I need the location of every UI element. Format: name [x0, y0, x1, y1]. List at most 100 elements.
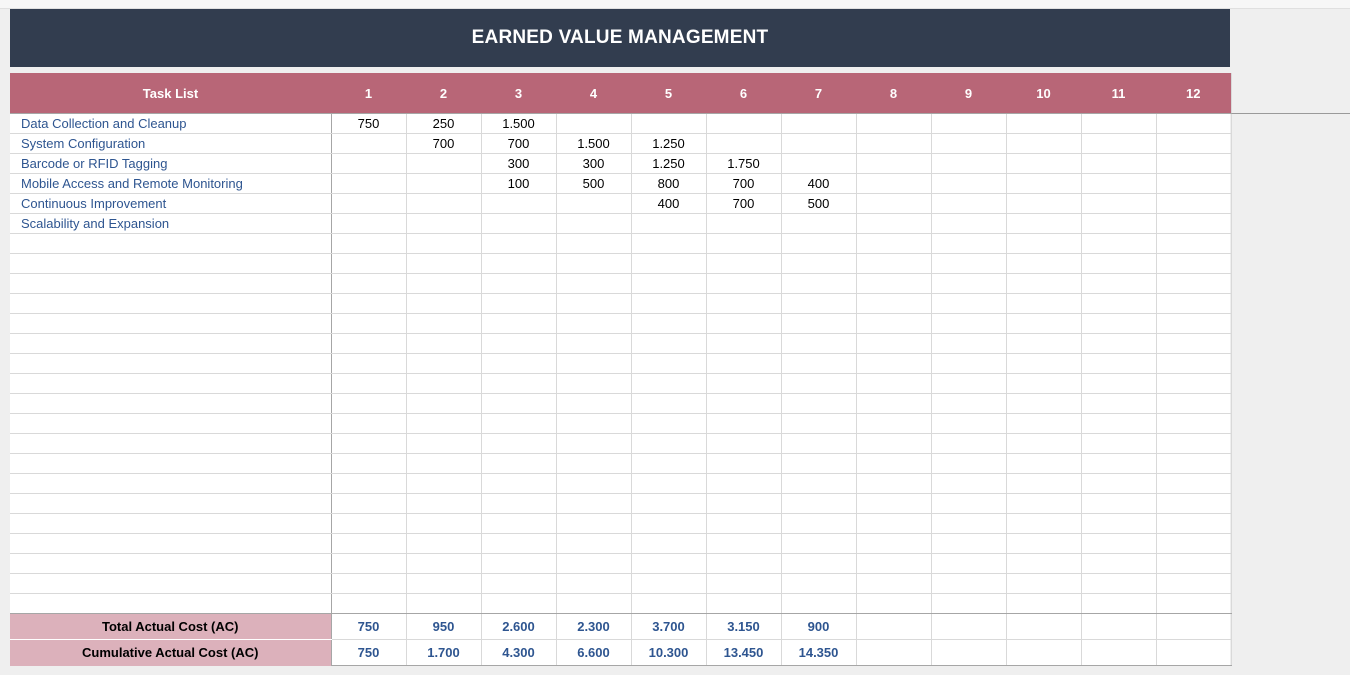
task-name-cell[interactable]: Continuous Improvement: [10, 193, 332, 214]
task-name-cell[interactable]: [10, 413, 332, 434]
cost-cell[interactable]: [631, 213, 707, 234]
cost-cell[interactable]: [1156, 373, 1232, 394]
cost-cell[interactable]: [706, 133, 782, 154]
cost-cell[interactable]: [1081, 533, 1157, 554]
cost-cell[interactable]: [781, 153, 857, 174]
cost-cell[interactable]: [331, 293, 407, 314]
cost-cell[interactable]: [1006, 413, 1082, 434]
cost-cell[interactable]: [1156, 473, 1232, 494]
cost-cell[interactable]: [1156, 273, 1232, 294]
cost-cell[interactable]: [1006, 493, 1082, 514]
task-name-cell[interactable]: [10, 593, 332, 614]
total-value-cell[interactable]: 900: [781, 613, 857, 640]
period-header-6[interactable]: 6: [706, 73, 781, 114]
cost-cell[interactable]: [631, 513, 707, 534]
cost-cell[interactable]: [931, 333, 1007, 354]
cost-cell[interactable]: [706, 413, 782, 434]
cost-cell[interactable]: [556, 593, 632, 614]
cost-cell[interactable]: [1006, 153, 1082, 174]
cost-cell[interactable]: [1006, 333, 1082, 354]
cost-cell[interactable]: [481, 533, 557, 554]
cost-cell[interactable]: [406, 573, 482, 594]
cost-cell[interactable]: [931, 173, 1007, 194]
cost-cell[interactable]: [1156, 293, 1232, 314]
cost-cell[interactable]: [856, 213, 932, 234]
task-name-cell[interactable]: [10, 513, 332, 534]
cost-cell[interactable]: [556, 433, 632, 454]
cost-cell[interactable]: [931, 453, 1007, 474]
cost-cell[interactable]: 1.500: [481, 113, 557, 134]
cost-cell[interactable]: [481, 333, 557, 354]
total-value-cell[interactable]: 13.450: [706, 639, 782, 666]
cost-cell[interactable]: [481, 313, 557, 334]
cost-cell[interactable]: [1006, 573, 1082, 594]
cost-cell[interactable]: [631, 333, 707, 354]
cost-cell[interactable]: [706, 233, 782, 254]
cost-cell[interactable]: [1156, 553, 1232, 574]
cost-cell[interactable]: [1156, 353, 1232, 374]
cost-cell[interactable]: 250: [406, 113, 482, 134]
cost-cell[interactable]: [856, 293, 932, 314]
cost-cell[interactable]: [856, 513, 932, 534]
cost-cell[interactable]: [481, 493, 557, 514]
cost-cell[interactable]: [631, 453, 707, 474]
cost-cell[interactable]: [1006, 293, 1082, 314]
period-header-5[interactable]: 5: [631, 73, 706, 114]
cost-cell[interactable]: [706, 553, 782, 574]
cost-cell[interactable]: [1156, 153, 1232, 174]
cost-cell[interactable]: [331, 513, 407, 534]
cost-cell[interactable]: [331, 393, 407, 414]
cost-cell[interactable]: [1081, 373, 1157, 394]
cost-cell[interactable]: [406, 333, 482, 354]
cost-cell[interactable]: [856, 333, 932, 354]
cost-cell[interactable]: [781, 573, 857, 594]
cost-cell[interactable]: [856, 253, 932, 274]
cost-cell[interactable]: [406, 193, 482, 214]
total-value-cell[interactable]: 14.350: [781, 639, 857, 666]
cost-cell[interactable]: [481, 193, 557, 214]
cost-cell[interactable]: [931, 373, 1007, 394]
cost-cell[interactable]: [781, 593, 857, 614]
cost-cell[interactable]: [631, 533, 707, 554]
cost-cell[interactable]: [481, 453, 557, 474]
cost-cell[interactable]: [556, 573, 632, 594]
task-name-cell[interactable]: [10, 353, 332, 374]
cost-cell[interactable]: 700: [706, 193, 782, 214]
cost-cell[interactable]: [331, 133, 407, 154]
cost-cell[interactable]: [631, 493, 707, 514]
cost-cell[interactable]: [1156, 493, 1232, 514]
cost-cell[interactable]: [781, 493, 857, 514]
total-value-cell[interactable]: 3.700: [631, 613, 707, 640]
cost-cell[interactable]: [1081, 573, 1157, 594]
cost-cell[interactable]: [331, 253, 407, 274]
period-header-7[interactable]: 7: [781, 73, 856, 114]
cost-cell[interactable]: [706, 373, 782, 394]
task-name-cell[interactable]: [10, 493, 332, 514]
cost-cell[interactable]: [1156, 213, 1232, 234]
cost-cell[interactable]: [406, 453, 482, 474]
cost-cell[interactable]: [1006, 453, 1082, 474]
task-name-cell[interactable]: Data Collection and Cleanup: [10, 113, 332, 134]
cost-cell[interactable]: [1081, 393, 1157, 414]
cost-cell[interactable]: [706, 433, 782, 454]
task-name-cell[interactable]: Scalability and Expansion: [10, 213, 332, 234]
cost-cell[interactable]: [1156, 413, 1232, 434]
cost-cell[interactable]: 500: [556, 173, 632, 194]
cost-cell[interactable]: [406, 533, 482, 554]
cost-cell[interactable]: [1081, 333, 1157, 354]
cost-cell[interactable]: 1.500: [556, 133, 632, 154]
cost-cell[interactable]: [406, 293, 482, 314]
cost-cell[interactable]: [331, 473, 407, 494]
cost-cell[interactable]: [706, 313, 782, 334]
cost-cell[interactable]: [1006, 213, 1082, 234]
cost-cell[interactable]: [1006, 473, 1082, 494]
cost-cell[interactable]: [781, 273, 857, 294]
cost-cell[interactable]: [1156, 453, 1232, 474]
total-value-cell[interactable]: [1081, 639, 1157, 666]
cost-cell[interactable]: [331, 233, 407, 254]
cost-cell[interactable]: [1081, 353, 1157, 374]
cost-cell[interactable]: [556, 473, 632, 494]
cost-cell[interactable]: 500: [781, 193, 857, 214]
cost-cell[interactable]: [706, 273, 782, 294]
total-value-cell[interactable]: [931, 639, 1007, 666]
